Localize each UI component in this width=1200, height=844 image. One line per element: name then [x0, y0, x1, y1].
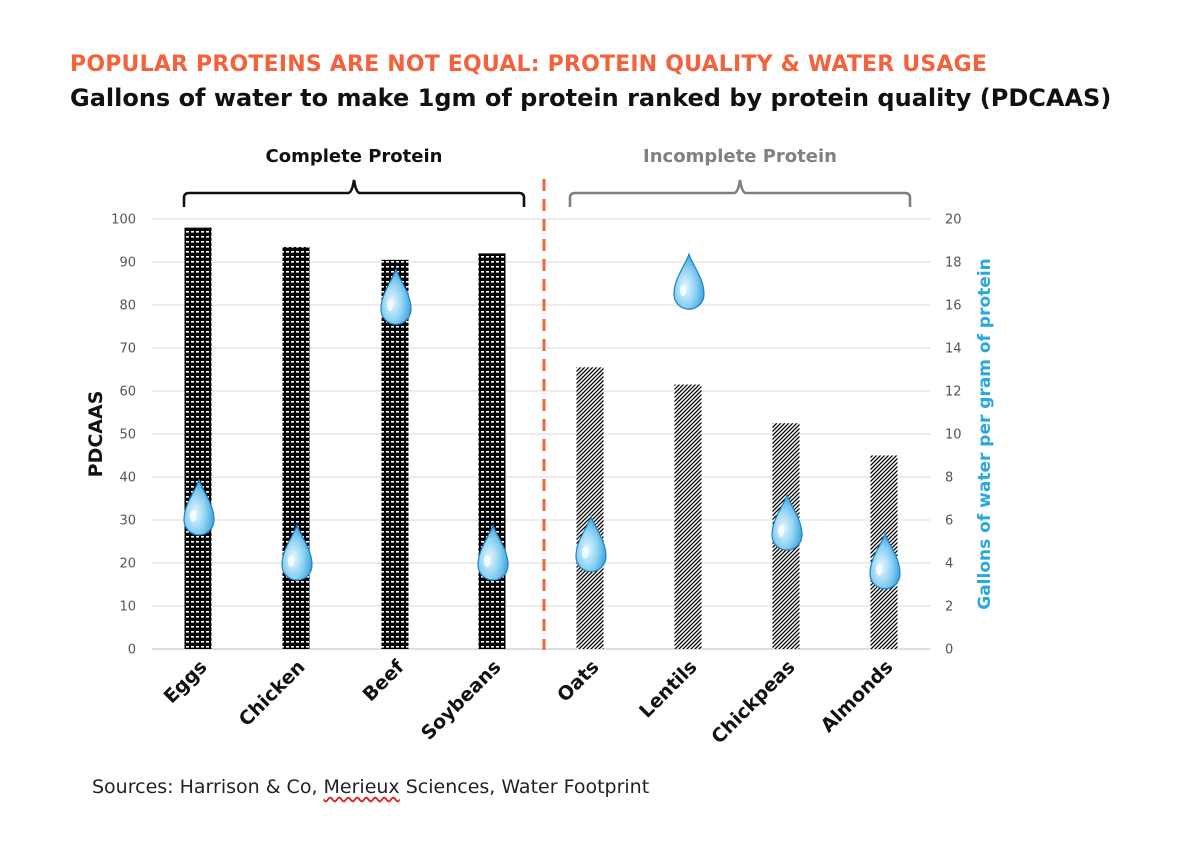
group-label: Incomplete Protein [643, 146, 837, 167]
y-axis-title: PDCAAS [85, 391, 107, 478]
y2-tick-label: 16 [945, 299, 962, 314]
water-drop-icon [575, 514, 607, 573]
y2-tick-label: 4 [945, 557, 953, 572]
y-tick-label: 80 [119, 299, 136, 314]
category-label: Lentils [635, 656, 701, 722]
water-drop-icon [673, 252, 705, 310]
source-suffix: Sciences, Water Footprint [399, 776, 650, 798]
water-drop-highlight [581, 546, 589, 559]
y-tick-label: 60 [119, 385, 136, 400]
category-label: Eggs [160, 656, 212, 708]
source-underlined: Merieux [323, 776, 400, 798]
y-tick-label: 20 [119, 557, 136, 572]
bar-oats [576, 367, 604, 649]
water-drop-highlight [679, 284, 687, 297]
y2-tick-label: 2 [945, 600, 953, 615]
water-drop-icon [477, 523, 509, 581]
y2-tick-label: 0 [945, 643, 953, 658]
bar-lentils [674, 384, 702, 649]
water-drop-highlight [875, 563, 883, 576]
y2-axis-title: Gallons of water per gram of protein [975, 258, 995, 610]
y2-tick-label: 10 [945, 428, 962, 443]
y-tick-label: 90 [119, 256, 136, 271]
category-label: Chickpeas [707, 656, 799, 748]
bar-soybeans [478, 253, 506, 649]
water-drop-icon [869, 531, 901, 590]
water-drop-highlight [189, 510, 197, 522]
category-label: Chicken [235, 656, 310, 731]
y2-tick-label: 14 [945, 342, 962, 357]
group-label: Complete Protein [266, 146, 443, 167]
source-prefix: Sources: Harrison & Co, [92, 776, 324, 798]
chart-subtitle: Gallons of water to make 1gm of protein … [70, 84, 1112, 112]
y2-tick-label: 12 [945, 385, 962, 400]
water-drop-highlight [483, 555, 491, 568]
source-note: Sources: Harrison & Co, Merieux Sciences… [92, 776, 649, 798]
water-drop-icon [281, 523, 313, 581]
bar-eggs [184, 227, 212, 649]
category-label: Beef [359, 655, 409, 705]
water-drop-icon [380, 267, 412, 325]
y-tick-label: 70 [119, 342, 136, 357]
water-drop-highlight [777, 525, 785, 538]
y2-tick-label: 20 [945, 213, 962, 228]
y-tick-label: 50 [119, 428, 136, 443]
category-label: Soybeans [417, 656, 506, 745]
y-tick-label: 10 [119, 600, 136, 615]
category-label: Oats [553, 656, 603, 706]
bar-chicken [282, 246, 310, 649]
y-tick-label: 40 [119, 471, 136, 486]
y2-tick-label: 6 [945, 514, 953, 529]
water-drop-icon [183, 478, 215, 536]
water-drop-icon [771, 493, 803, 551]
y-tick-label: 30 [119, 514, 136, 529]
y-tick-label: 0 [128, 643, 136, 658]
water-drop-highlight [287, 555, 295, 568]
group-bracket [182, 179, 526, 207]
category-label: Almonds [817, 656, 898, 737]
chart-title: POPULAR PROTEINS ARE NOT EQUAL: PROTEIN … [70, 52, 988, 77]
y2-tick-label: 8 [945, 471, 953, 486]
water-drop-highlight [386, 299, 394, 312]
y2-tick-label: 18 [945, 256, 962, 271]
group-bracket [568, 179, 912, 207]
y-tick-label: 100 [111, 213, 136, 228]
